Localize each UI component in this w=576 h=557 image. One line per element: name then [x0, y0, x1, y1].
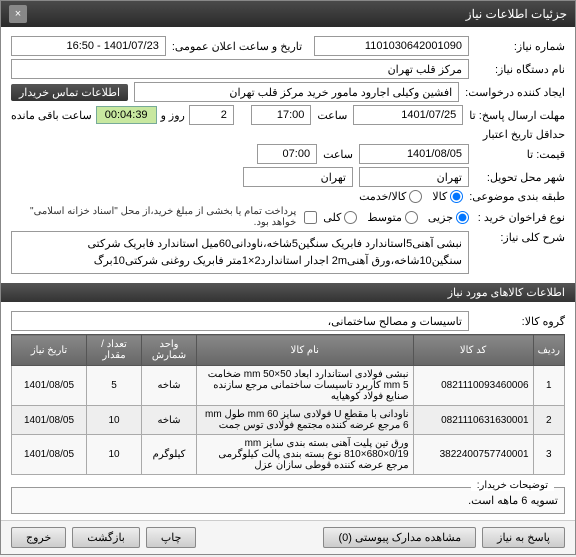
cell-name: ناودانی با مقطع U فولادی سایز mm 60 طول …: [197, 406, 414, 435]
pubdate-label: تاریخ و ساعت اعلان عمومی:: [172, 40, 302, 53]
back-button[interactable]: بازگشت: [72, 527, 140, 548]
cell-qty: 10: [87, 406, 142, 435]
buyer-note-box: توضیحات خریدار: تسویه 6 ماهه است.: [11, 487, 565, 514]
deadline-time-field: 17:00: [251, 105, 311, 125]
creator-label: ایجاد کننده درخواست:: [465, 86, 565, 99]
cell-code: 3822400757740001: [413, 435, 533, 475]
cell-date: 1401/08/05: [12, 366, 87, 406]
category-label: طبقه بندی موضوعی:: [469, 190, 565, 203]
radio-kala-input[interactable]: [450, 190, 463, 203]
buyerinfo-badge: اطلاعات تماس خریدار: [11, 84, 128, 101]
cell-unit: شاخه: [142, 366, 197, 406]
goods-table: ردیف کد کالا نام کالا واحد شمارش تعداد /…: [11, 334, 565, 475]
goodsgroup-label: گروه کالا:: [475, 315, 565, 328]
paynote-checkbox[interactable]: [304, 211, 317, 224]
remain-time: 00:04:39: [96, 106, 157, 124]
th-unit: واحد شمارش: [142, 335, 197, 366]
radio-jozi[interactable]: جزیی: [428, 211, 469, 224]
th-qty: تعداد / مقدار: [87, 335, 142, 366]
buytype-label: نوع فراخوان خرید :: [475, 211, 565, 224]
maindesc-field: نبشی آهنی5استاندارد فابریک سنگین5شاخه،نا…: [11, 231, 469, 274]
delivery-city2: تهران: [243, 167, 353, 187]
th-date: تاریخ نیاز: [12, 335, 87, 366]
deadline-date-field: 1401/07/25: [353, 105, 463, 125]
buyer-note-text: تسویه 6 ماهه است.: [468, 495, 558, 507]
buytype-radios: جزیی متوسط کلی: [323, 211, 469, 224]
goodsgroup-field: تاسیسات و مصالح ساختمانی،: [11, 311, 469, 331]
cell-qty: 5: [87, 366, 142, 406]
radio-kala-khedmat-input[interactable]: [409, 190, 422, 203]
hour-label-2: ساعت: [323, 148, 353, 161]
respond-button[interactable]: پاسخ به نیاز: [482, 527, 565, 548]
radio-kala-khedmat[interactable]: کالا/خدمت: [359, 190, 422, 203]
orgname-label: نام دستگاه نیاز:: [475, 63, 565, 76]
reqno-field: 1101030642001090: [314, 36, 469, 56]
price-label: قیمت: تا: [475, 148, 565, 161]
viewdocs-button[interactable]: مشاهده مدارک پیوستی (0): [323, 527, 476, 548]
goods-section-title: اطلاعات کالاهای مورد نیاز: [1, 283, 575, 302]
cell-name: ورق تین پلیت آهنی بسته بندی سایز mm 810×…: [197, 435, 414, 475]
window-title: جزئیات اطلاعات نیاز: [466, 7, 567, 21]
maindesc-label: شرح کلی نیاز:: [475, 231, 565, 244]
day-label: روز و: [161, 109, 185, 122]
radio-koli-input[interactable]: [344, 211, 357, 224]
cell-date: 1401/08/05: [12, 435, 87, 475]
cell-idx: 2: [533, 406, 564, 435]
cell-unit: شاخه: [142, 406, 197, 435]
close-button[interactable]: ×: [9, 5, 27, 23]
remain-days: 2: [189, 105, 234, 125]
countdown: 2 روز و 00:04:39 ساعت باقی مانده: [11, 105, 234, 125]
cell-qty: 10: [87, 435, 142, 475]
print-button[interactable]: چاپ: [146, 527, 197, 548]
radio-motevaset-input[interactable]: [405, 211, 418, 224]
paynote-text: پرداخت تمام یا بخشی از مبلغ خرید،از محل …: [11, 206, 296, 228]
validstart-label: حداقل تاریخ اعتبار: [475, 128, 565, 141]
remaining-label: ساعت باقی مانده: [11, 109, 92, 122]
table-row: 33822400757740001ورق تین پلیت آهنی بسته …: [12, 435, 565, 475]
orgname-field: مرکز قلب تهران: [11, 59, 469, 79]
footer: پاسخ به نیاز مشاهده مدارک پیوستی (0) چاپ…: [1, 520, 575, 554]
cell-code: 0821110093460006: [413, 366, 533, 406]
window-header: جزئیات اطلاعات نیاز ×: [1, 1, 575, 27]
cell-name: نبشی فولادی استاندارد ابعاد mm 50×50 ضخا…: [197, 366, 414, 406]
table-row: 20821110631630001ناودانی با مقطع U فولاد…: [12, 406, 565, 435]
paynote-row: پرداخت تمام یا بخشی از مبلغ خرید،از محل …: [11, 206, 317, 228]
radio-motevaset[interactable]: متوسط: [367, 211, 418, 224]
category-radios: کالا کالا/خدمت: [359, 190, 463, 203]
reqno-label: شماره نیاز:: [475, 40, 565, 53]
cell-code: 0821110631630001: [413, 406, 533, 435]
th-code: کد کالا: [413, 335, 533, 366]
radio-koli[interactable]: کلی: [323, 211, 357, 224]
cell-date: 1401/08/05: [12, 406, 87, 435]
buyer-note-label: توضیحات خریدار:: [471, 480, 554, 491]
valid-date-field: 1401/08/05: [359, 144, 469, 164]
cell-idx: 1: [533, 366, 564, 406]
cell-unit: کیلوگرم: [142, 435, 197, 475]
table-row: 10821110093460006نبشی فولادی استاندارد ا…: [12, 366, 565, 406]
th-name: نام کالا: [197, 335, 414, 366]
cell-idx: 3: [533, 435, 564, 475]
delivery-city: تهران: [359, 167, 469, 187]
delivery-label: شهر محل تحویل:: [475, 171, 565, 184]
deadline-label: مهلت ارسال پاسخ: تا: [469, 109, 565, 122]
creator-field: افشین وکیلی اجارود مامور خرید مرکز قلب ت…: [134, 82, 459, 102]
th-idx: ردیف: [533, 335, 564, 366]
radio-jozi-input[interactable]: [456, 211, 469, 224]
radio-kala[interactable]: کالا: [432, 190, 463, 203]
exit-button[interactable]: خروج: [11, 527, 66, 548]
pubdate-field: 1401/07/23 - 16:50: [11, 36, 166, 56]
valid-time-field: 07:00: [257, 144, 317, 164]
hour-label-1: ساعت: [317, 109, 347, 122]
